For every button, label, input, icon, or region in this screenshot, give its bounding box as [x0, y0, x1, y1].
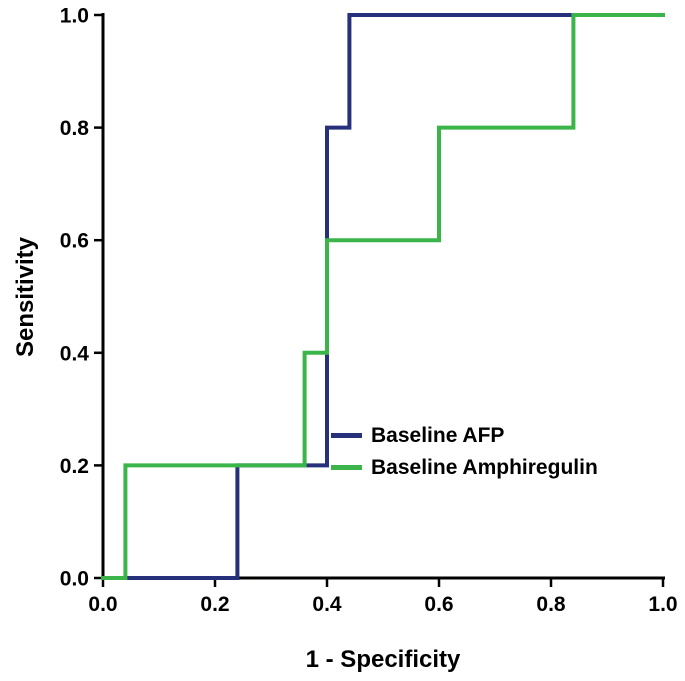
- x-tick-label: 0.8: [536, 593, 566, 616]
- legend-item-baseline-amphiregulin: Baseline Amphiregulin: [331, 456, 598, 479]
- legend-item-baseline-afp: Baseline AFP: [331, 424, 598, 447]
- legend-label-baseline-afp: Baseline AFP: [371, 424, 505, 447]
- y-tick-label: 0.8: [60, 117, 90, 140]
- x-tick-label: 0.4: [312, 593, 342, 616]
- x-axis-title: 1 - Specificity: [305, 646, 461, 673]
- legend-line-swatch-afp: [331, 433, 362, 439]
- x-tick-label: 0.2: [200, 593, 229, 616]
- y-tick-label: 0.0: [60, 568, 89, 591]
- x-tick-label: 0.6: [424, 593, 453, 616]
- y-tick-label: 0.6: [60, 230, 89, 253]
- roc-series-line-baseline-amphiregulin: [101, 13, 665, 580]
- y-tick-label: 0.2: [60, 455, 89, 478]
- x-tick-label: 1.0: [648, 593, 677, 616]
- legend: Baseline AFP Baseline Amphiregulin: [331, 424, 598, 488]
- legend-line-swatch-amphiregulin: [331, 465, 362, 471]
- y-tick-label: 0.4: [60, 342, 90, 365]
- legend-label-baseline-amphiregulin: Baseline Amphiregulin: [371, 456, 598, 480]
- x-tick-label: 0.0: [88, 593, 117, 616]
- roc-series-line-baseline-afp: [101, 13, 665, 580]
- y-tick-label: 1.0: [60, 5, 89, 28]
- y-axis-title: Sensitivity: [12, 236, 39, 358]
